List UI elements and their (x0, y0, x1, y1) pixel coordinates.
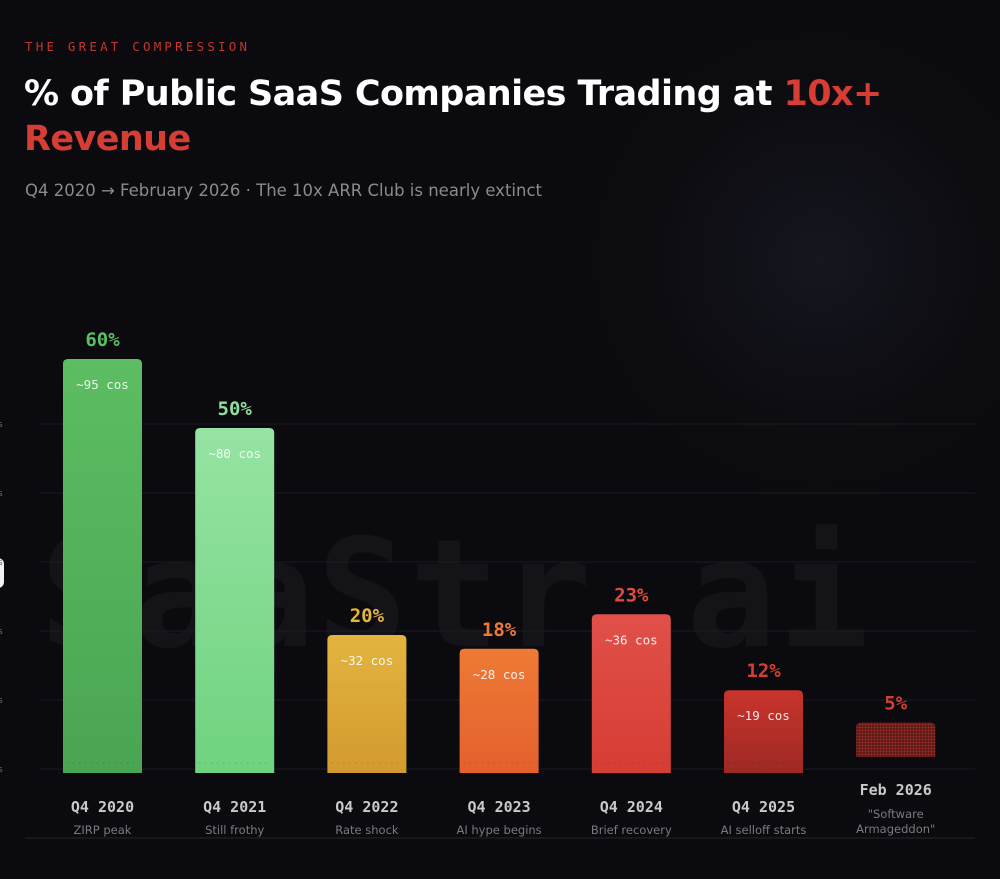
value-label: 50% (218, 398, 253, 420)
y-tick-label: s (0, 558, 3, 568)
category-sublabel: "Software (868, 807, 924, 821)
category-label: Feb 2026 (860, 781, 932, 799)
y-tick-label: s (0, 765, 3, 775)
value-label: 20% (350, 605, 385, 627)
bar-feb-2026[interactable] (856, 722, 936, 758)
bar-q4-2021[interactable] (195, 428, 275, 773)
category-label: Q4 2023 (467, 798, 530, 816)
value-label: 60% (85, 329, 120, 351)
category-sublabel: AI selloff starts (721, 823, 807, 837)
value-label: 23% (614, 584, 649, 606)
chart-kicker: THE GREAT COMPRESSION (25, 39, 251, 54)
title-accent-revenue: Revenue (24, 119, 191, 159)
value-label: 18% (482, 619, 517, 641)
scroll-handle[interactable] (0, 558, 4, 588)
company-count-label: ~80 cos (208, 446, 261, 461)
category-label: Q4 2025 (732, 798, 795, 816)
category-label: Q4 2021 (203, 798, 266, 816)
bars (63, 359, 936, 773)
category-label: Q4 2024 (600, 798, 663, 816)
bar-q4-2020[interactable] (63, 359, 142, 773)
company-count-label: ~95 cos (76, 377, 129, 392)
chart-title: % of Public SaaS Companies Trading at 10… (24, 72, 924, 162)
category-sublabel: Still frothy (205, 823, 264, 837)
category-sublabel: ZIRP peak (74, 823, 132, 837)
category-label: Q4 2020 (71, 798, 134, 816)
category-label: Q4 2022 (335, 798, 398, 816)
company-count-label: ~19 cos (737, 708, 790, 723)
category-sublabel: Armageddon" (856, 822, 935, 836)
company-count-label: ~32 cos (341, 653, 394, 668)
y-tick-label: s (0, 489, 3, 499)
labels: 60% ~95 cos Q4 2020 ZIRP peak 50% ~80 cos Q4 2… (71, 329, 935, 837)
category-sublabel: AI hype begins (456, 823, 541, 837)
bar-q4-2022[interactable] (327, 635, 407, 773)
chart-subtitle: Q4 2020 → February 2026 · The 10x ARR Cl… (25, 181, 543, 200)
company-count-label: ~28 cos (473, 667, 526, 682)
bar-q4-2025[interactable] (724, 690, 803, 773)
title-main: % of Public SaaS Companies Trading at (24, 74, 784, 114)
y-tick-label: s (0, 420, 3, 430)
bar-q4-2023[interactable] (459, 648, 539, 773)
y-tick-label: s (0, 696, 3, 706)
bar-q4-2024[interactable] (591, 614, 671, 773)
title-accent-multiple: 10x+ (783, 74, 883, 114)
company-count-label: ~36 cos (605, 632, 658, 647)
value-label: 12% (746, 660, 781, 682)
category-sublabel: Rate shock (335, 823, 399, 837)
category-sublabel: Brief recovery (591, 823, 672, 837)
value-label: 5% (884, 693, 907, 715)
y-tick-label: s (0, 627, 3, 637)
